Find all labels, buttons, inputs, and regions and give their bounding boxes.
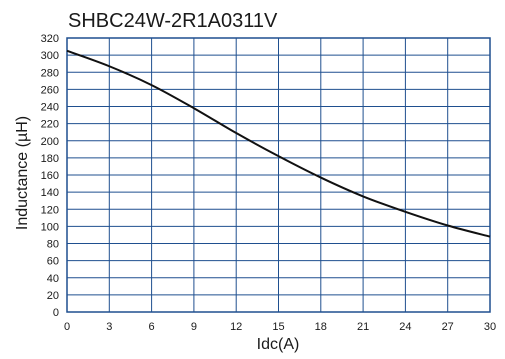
inductance-curve [66, 49, 491, 238]
y-tick-label: 320 [41, 33, 59, 45]
x-tick-label: 3 [106, 321, 112, 333]
x-tick-labels: 0 3 6 9 12 15 18 21 24 27 30 [64, 321, 496, 333]
x-tick-label: 0 [64, 321, 70, 333]
y-tick-label: 140 [41, 187, 59, 199]
x-tick-label: 18 [315, 321, 327, 333]
y-tick-label: 0 [53, 307, 59, 319]
x-tick-label: 9 [191, 321, 197, 333]
chart-title: SHBC24W-2R1A0311V [68, 10, 278, 32]
y-tick-label: 40 [47, 273, 59, 285]
y-tick-label: 220 [41, 119, 59, 131]
plot-frame [66, 37, 491, 313]
x-tick-label: 30 [484, 321, 496, 333]
series-group [66, 49, 491, 238]
grid [66, 37, 491, 313]
y-tick-label: 280 [41, 67, 59, 79]
x-tick-label: 24 [399, 321, 411, 333]
x-tick-label: 21 [357, 321, 369, 333]
y-tick-label: 80 [47, 239, 59, 251]
y-tick-labels: 0 20 40 60 80 100 120 140 160 180 200 220 240 260 280 3… [41, 33, 59, 319]
x-tick-label: 15 [272, 321, 284, 333]
y-tick-label: 300 [41, 50, 59, 62]
x-tick-label: 12 [230, 321, 242, 333]
x-axis-label: Idc(A) [257, 336, 300, 353]
y-tick-label: 260 [41, 84, 59, 96]
y-tick-label: 160 [41, 170, 59, 182]
y-tick-label: 200 [41, 136, 59, 148]
x-tick-label: 27 [442, 321, 454, 333]
y-tick-label: 20 [47, 290, 59, 302]
y-tick-label: 60 [47, 256, 59, 268]
y-tick-label: 100 [41, 221, 59, 233]
y-tick-label: 120 [41, 204, 59, 216]
x-tick-label: 6 [149, 321, 155, 333]
y-tick-label: 180 [41, 153, 59, 165]
y-axis-label: Inductance (µH) [14, 116, 31, 230]
y-tick-label: 240 [41, 102, 59, 114]
